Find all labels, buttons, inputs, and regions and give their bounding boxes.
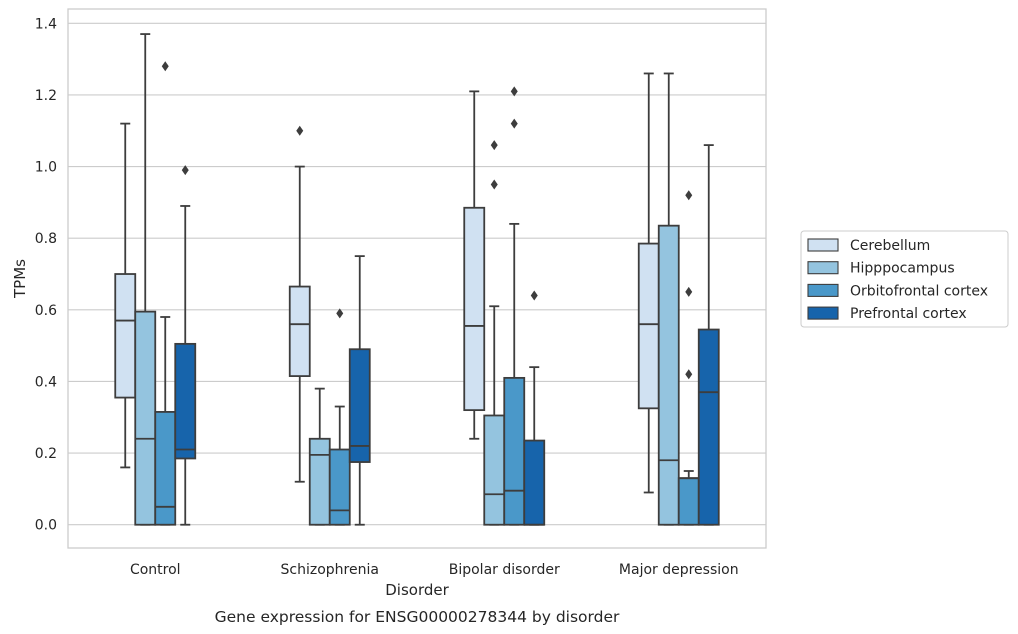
x-tick-label: Control — [130, 562, 181, 578]
x-tick-label: Schizophrenia — [281, 562, 379, 578]
y-tick-label: 0.2 — [35, 446, 57, 462]
box-body — [154, 411, 177, 526]
outlier-point — [161, 61, 169, 72]
outlier-point — [510, 86, 518, 97]
legend-swatch — [807, 238, 839, 252]
box-body — [114, 273, 137, 399]
box-plots — [114, 33, 720, 526]
box-plot — [288, 125, 311, 483]
box-plot — [483, 140, 506, 526]
figure-caption: Gene expression for ENSG00000278344 by d… — [215, 608, 620, 626]
legend-item: Prefrontal cortex — [807, 306, 967, 322]
box-body — [657, 224, 680, 526]
legend-item: Orbitofrontal cortex — [807, 283, 988, 299]
box-plot — [697, 144, 720, 526]
box-plot — [523, 290, 546, 526]
outlier-point — [296, 125, 304, 136]
y-tick-label: 1.4 — [35, 16, 57, 32]
box-body — [697, 328, 720, 526]
y-axis-ticks: 0.0 0.2 0.4 0.6 0.8 1.0 1.2 1.4 — [35, 16, 57, 533]
legend-label: Orbitofrontal cortex — [850, 283, 988, 299]
box-plot — [637, 72, 660, 494]
box-body — [328, 448, 351, 526]
box-plot — [154, 61, 177, 526]
y-tick-label: 0.6 — [35, 303, 57, 319]
outlier-point — [685, 190, 693, 201]
box-plot — [657, 72, 680, 526]
y-tick-label: 0.8 — [35, 231, 57, 247]
legend-label: Prefrontal cortex — [850, 306, 967, 322]
outlier-point — [510, 118, 518, 129]
y-tick-label: 0.4 — [35, 374, 57, 390]
box-body — [483, 414, 506, 526]
legend-label: Hipppocampus — [850, 261, 955, 277]
y-tick-label: 1.0 — [35, 160, 57, 176]
outlier-point — [530, 290, 538, 301]
box-body — [463, 206, 486, 412]
box-body — [174, 342, 197, 460]
box-body — [523, 439, 546, 526]
outlier-point — [490, 140, 498, 151]
box-plot — [134, 33, 157, 526]
x-axis-label: Disorder — [385, 581, 449, 599]
legend-frame — [800, 230, 1009, 328]
legend-swatch — [807, 261, 839, 275]
legend-swatch — [807, 283, 839, 297]
box-body — [503, 376, 526, 526]
legend-item: Cerebellum — [807, 238, 930, 254]
outlier-point — [685, 286, 693, 297]
box-body — [288, 285, 311, 377]
legend-item: Hipppocampus — [807, 261, 955, 277]
box-plot — [328, 308, 351, 526]
outlier-point — [181, 165, 189, 176]
x-axis-ticks: Control Schizophrenia Bipolar disorder Majo… — [130, 562, 739, 578]
box-plot — [348, 255, 371, 526]
y-tick-label: 1.2 — [35, 88, 57, 104]
box-body — [348, 348, 371, 463]
box-body — [677, 477, 700, 526]
box-plot — [174, 165, 197, 526]
box-plot — [463, 90, 486, 440]
outlier-point — [490, 179, 498, 190]
box-plot — [503, 86, 526, 526]
x-tick-label: Bipolar disorder — [449, 562, 560, 578]
legend-label: Cerebellum — [850, 238, 930, 254]
box-plot — [677, 190, 700, 526]
plot-area-frame — [67, 8, 767, 549]
y-tick-label: 0.0 — [35, 518, 57, 534]
x-tick-label: Major depression — [619, 562, 739, 578]
outlier-point — [336, 308, 344, 319]
box-body — [637, 242, 660, 410]
box-plot — [308, 387, 331, 526]
legend-swatch — [807, 306, 839, 320]
box-body — [134, 310, 157, 526]
box-plot — [114, 122, 137, 469]
y-axis-label: TPMs — [11, 259, 29, 299]
legend: Cerebellum Hipppocampus Orbitofrontal cort… — [800, 230, 1009, 328]
outlier-point — [685, 369, 693, 380]
box-body — [308, 437, 331, 526]
